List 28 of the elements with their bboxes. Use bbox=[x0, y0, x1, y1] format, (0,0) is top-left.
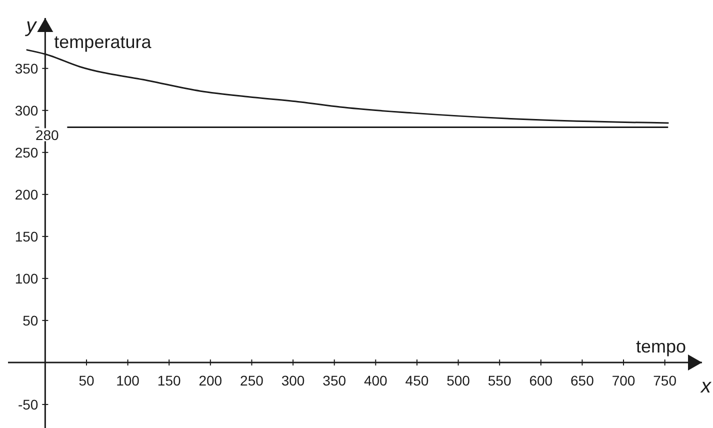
x-tick-label: 700 bbox=[612, 372, 636, 388]
x-tick-label: 250 bbox=[240, 372, 264, 388]
y-tick-label: 300 bbox=[14, 102, 38, 118]
x-tick-label: 750 bbox=[653, 372, 677, 388]
x-tick-label: 600 bbox=[529, 372, 553, 388]
annotation: tempo bbox=[636, 336, 686, 356]
y-tick-label: -50 bbox=[18, 396, 38, 412]
x-tick-label: 200 bbox=[198, 372, 222, 388]
ref-line-label: 280 bbox=[36, 127, 60, 144]
x-tick-label: 150 bbox=[157, 372, 181, 388]
y-tick-label: 200 bbox=[14, 186, 38, 202]
y-axis-title: y bbox=[24, 15, 38, 37]
x-tick-label: 400 bbox=[364, 372, 388, 388]
x-tick-label: 550 bbox=[488, 372, 512, 388]
x-tick-label: 450 bbox=[405, 372, 429, 388]
x-axis-title: x bbox=[700, 375, 712, 398]
x-tick-label: 50 bbox=[78, 372, 94, 388]
x-tick-label: 350 bbox=[322, 372, 346, 388]
y-tick-label: 150 bbox=[14, 228, 38, 244]
y-tick-label: 350 bbox=[14, 60, 38, 76]
x-tick-label: 500 bbox=[446, 372, 470, 388]
y-tick-label: 250 bbox=[14, 144, 38, 160]
x-tick-label: 100 bbox=[116, 372, 140, 388]
x-tick-label: 300 bbox=[281, 372, 305, 388]
y-tick-label: 100 bbox=[14, 270, 38, 286]
y-tick-label: 50 bbox=[22, 312, 38, 328]
x-tick-label: 650 bbox=[570, 372, 594, 388]
annotation: temperatura bbox=[54, 32, 152, 52]
